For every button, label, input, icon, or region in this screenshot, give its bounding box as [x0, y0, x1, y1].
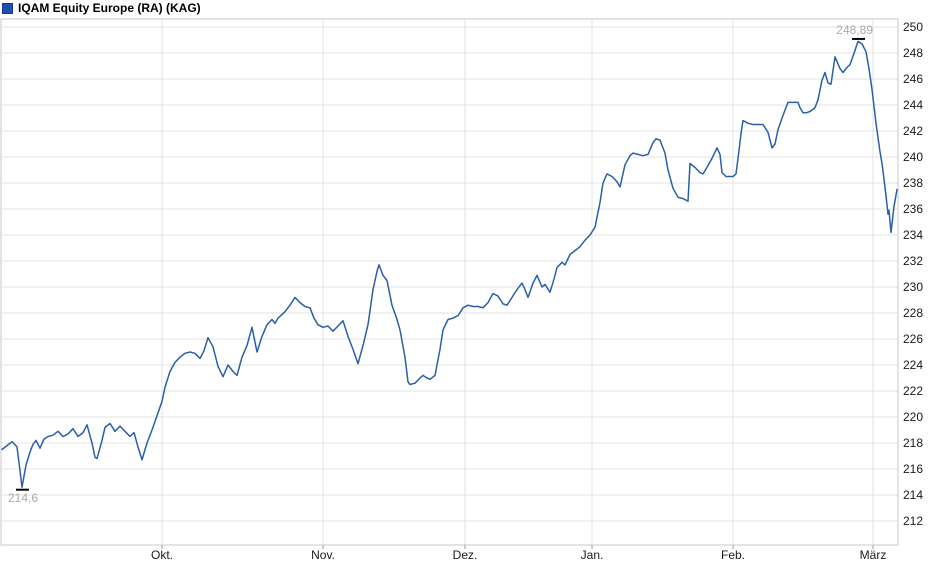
x-tick-label: Nov.	[311, 548, 335, 562]
y-tick-label: 226	[903, 332, 924, 346]
y-tick-label: 220	[903, 410, 924, 424]
y-tick-label: 238	[903, 176, 924, 190]
x-tick-label: Feb.	[720, 548, 746, 562]
y-tick-label: 216	[903, 462, 924, 476]
y-tick-label: 236	[903, 202, 924, 216]
x-tick-label: März	[859, 548, 887, 562]
y-tick-label: 250	[903, 20, 924, 34]
y-tick-label: 224	[903, 358, 924, 372]
y-tick-label: 214	[903, 488, 924, 502]
min-value-annotation: 214,6	[8, 491, 39, 505]
chart-legend: IQAM Equity Europe (RA) (KAG)	[2, 1, 201, 15]
price-line-series	[1, 40, 898, 488]
y-tick-label: 240	[903, 150, 924, 164]
y-tick-label: 228	[903, 306, 924, 320]
x-tick-label: Okt.	[150, 548, 174, 562]
y-tick-label: 222	[903, 384, 924, 398]
x-tick-label: Jan.	[580, 548, 604, 562]
y-tick-label: 248	[903, 46, 924, 60]
y-tick-label: 246	[903, 72, 924, 86]
series-color-swatch-icon	[2, 2, 13, 14]
y-tick-label: 234	[903, 228, 924, 242]
y-tick-label: 230	[903, 280, 924, 294]
y-tick-label: 212	[903, 514, 924, 528]
y-tick-label: 244	[903, 98, 924, 112]
y-tick-label: 218	[903, 436, 924, 450]
x-tick-label: Dez.	[452, 548, 478, 562]
plot-border	[0, 18, 899, 546]
y-tick-label: 232	[903, 254, 924, 268]
max-value-annotation: 248,89	[836, 23, 873, 37]
y-tick-label: 242	[903, 124, 924, 138]
chart-title: IQAM Equity Europe (RA) (KAG)	[18, 0, 201, 15]
